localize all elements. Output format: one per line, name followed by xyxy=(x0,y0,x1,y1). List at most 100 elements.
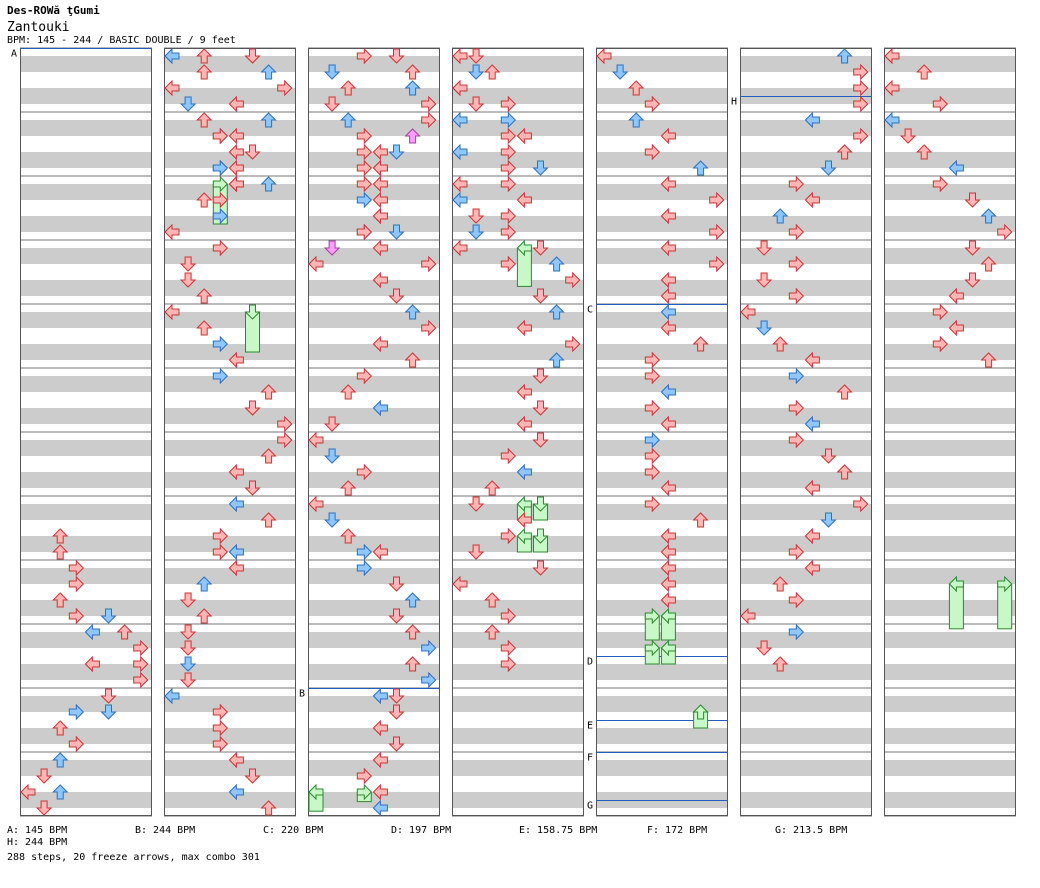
step-arrow xyxy=(740,607,756,625)
step-arrow xyxy=(660,479,676,497)
step-arrow xyxy=(84,623,100,641)
step-arrow xyxy=(500,95,517,113)
step-arrow xyxy=(483,624,501,640)
step-arrow xyxy=(323,416,341,432)
beat-band xyxy=(20,408,152,424)
step-arrow xyxy=(467,48,485,64)
step-arrow xyxy=(195,112,213,128)
step-arrow xyxy=(51,752,69,768)
step-arrow xyxy=(260,112,277,128)
beat-band xyxy=(596,760,728,776)
beat-band xyxy=(20,88,152,104)
beat-band xyxy=(884,632,1016,648)
step-arrow xyxy=(788,175,805,193)
step-arrow xyxy=(755,272,773,288)
step-arrow xyxy=(980,352,997,368)
step-arrow xyxy=(500,639,517,657)
step-arrow xyxy=(179,672,197,688)
step-arrow xyxy=(356,159,373,177)
step-arrow xyxy=(372,399,388,417)
step-arrow xyxy=(452,175,468,193)
beat-band xyxy=(740,760,872,776)
step-arrow xyxy=(692,512,709,528)
step-arrow xyxy=(372,751,388,769)
freeze-head xyxy=(997,575,1013,593)
beat-band xyxy=(740,696,872,712)
step-arrow xyxy=(644,367,661,385)
step-arrow xyxy=(709,191,725,209)
step-arrow xyxy=(244,144,261,160)
step-arrow xyxy=(356,767,373,785)
beat-band xyxy=(164,184,296,200)
step-arrow xyxy=(660,383,676,401)
freeze-head xyxy=(644,607,661,625)
step-arrow xyxy=(372,783,388,801)
beat-band xyxy=(740,248,872,264)
beat-band xyxy=(884,792,1016,808)
beat-band xyxy=(308,664,440,680)
step-arrow xyxy=(500,655,517,673)
step-arrow xyxy=(804,415,820,433)
step-arrow xyxy=(51,784,69,800)
beat-band xyxy=(452,696,584,712)
step-arrow xyxy=(771,336,789,352)
beat-band xyxy=(20,600,152,616)
step-arrow xyxy=(644,463,661,481)
step-arrow xyxy=(179,256,197,272)
step-arrow xyxy=(372,719,388,737)
step-arrow xyxy=(853,95,869,113)
step-arrow xyxy=(516,319,532,337)
beat-band xyxy=(20,792,152,808)
beat-band xyxy=(452,88,584,104)
beat-band xyxy=(740,600,872,616)
beat-band xyxy=(20,760,152,776)
beat-band xyxy=(308,728,440,744)
beat-band xyxy=(308,760,440,776)
bpm-legend-a: A: 145 BPM xyxy=(7,825,68,836)
beat-band xyxy=(164,472,296,488)
step-arrow xyxy=(68,735,85,753)
step-arrow xyxy=(372,687,388,705)
step-arrow xyxy=(388,688,405,704)
beat-band xyxy=(452,376,584,392)
step-arrow xyxy=(932,335,949,353)
beat-band xyxy=(20,376,152,392)
beat-band xyxy=(308,152,440,168)
step-arrow xyxy=(20,783,36,801)
step-arrow xyxy=(660,415,676,433)
step-arrow xyxy=(884,47,900,65)
step-arrow xyxy=(421,671,437,689)
beat-band xyxy=(596,120,728,136)
step-arrow xyxy=(51,544,69,560)
beat-band xyxy=(884,312,1016,328)
beat-band xyxy=(596,344,728,360)
step-arrow xyxy=(532,400,549,416)
beat-band xyxy=(308,504,440,520)
step-arrow xyxy=(244,480,261,496)
beat-band xyxy=(884,248,1016,264)
beat-band xyxy=(884,344,1016,360)
step-arrow xyxy=(421,255,437,273)
beat-band xyxy=(452,440,584,456)
beat-band xyxy=(884,472,1016,488)
step-arrow xyxy=(260,800,277,816)
step-arrow xyxy=(356,47,373,65)
step-arrow xyxy=(35,768,53,784)
beat-band xyxy=(164,504,296,520)
beat-band xyxy=(20,664,152,680)
bpm-legend-e: E: 158.75 BPM xyxy=(519,825,598,836)
step-arrow xyxy=(820,160,837,176)
step-arrow xyxy=(853,495,869,513)
step-arrow xyxy=(755,240,773,256)
step-arrow xyxy=(788,287,805,305)
step-arrow xyxy=(500,607,517,625)
beat-band xyxy=(452,56,584,72)
step-arrow xyxy=(788,223,805,241)
step-arrow xyxy=(500,111,517,129)
beat-band xyxy=(740,152,872,168)
bpm-legend-f: F: 172 BPM xyxy=(647,825,708,836)
step-arrow xyxy=(179,640,197,656)
beat-band xyxy=(452,408,584,424)
step-arrow xyxy=(35,800,53,816)
step-arrow xyxy=(980,208,997,224)
